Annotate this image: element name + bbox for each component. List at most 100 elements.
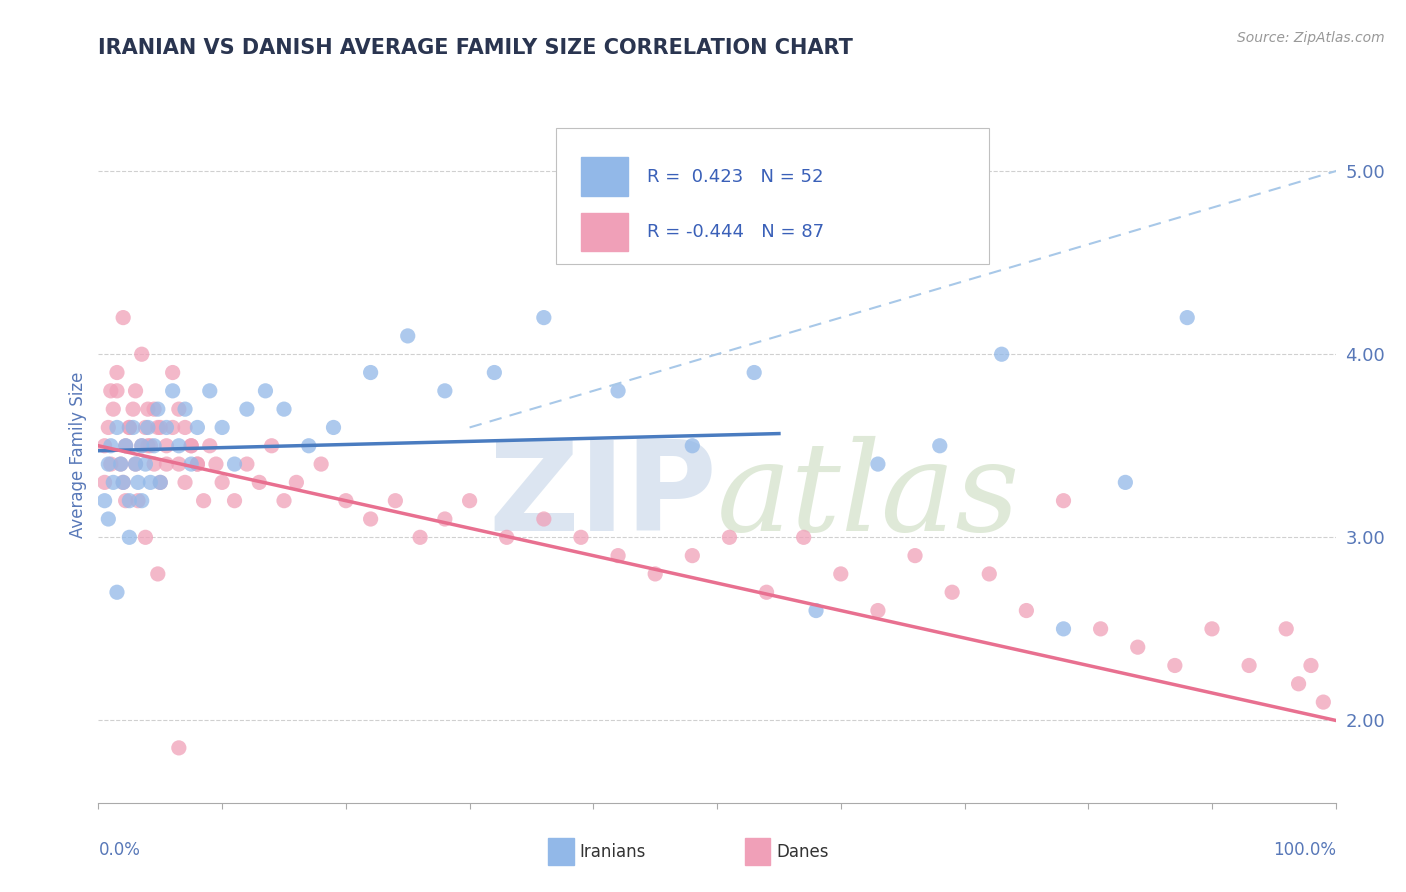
Point — [186, 457, 208, 471]
Point — [114, 439, 136, 453]
Point — [174, 420, 197, 434]
Point — [118, 420, 141, 434]
Point — [309, 457, 332, 471]
Point — [533, 310, 555, 325]
Point — [285, 475, 308, 490]
Point — [804, 603, 827, 617]
Point — [105, 585, 128, 599]
Point — [607, 384, 630, 398]
Point — [167, 457, 190, 471]
Point — [122, 402, 145, 417]
Point — [167, 439, 190, 453]
Point — [236, 402, 259, 417]
Point — [254, 384, 277, 398]
Point — [122, 420, 145, 434]
Point — [97, 420, 120, 434]
Point — [360, 366, 382, 380]
Point — [360, 512, 382, 526]
Point — [93, 493, 115, 508]
Point — [186, 420, 208, 434]
Point — [904, 549, 927, 563]
Point — [198, 439, 221, 453]
Point — [139, 475, 162, 490]
Point — [607, 549, 630, 563]
Y-axis label: Average Family Size: Average Family Size — [69, 372, 87, 538]
Point — [105, 366, 128, 380]
Point — [97, 512, 120, 526]
Point — [866, 457, 889, 471]
Point — [322, 420, 344, 434]
Point — [718, 530, 741, 544]
Point — [110, 457, 132, 471]
Point — [247, 475, 270, 490]
Text: 100.0%: 100.0% — [1272, 841, 1336, 859]
Text: atlas: atlas — [717, 436, 1021, 558]
Point — [1052, 493, 1074, 508]
Text: R =  0.423   N = 52: R = 0.423 N = 52 — [647, 168, 823, 186]
Point — [155, 420, 177, 434]
Point — [134, 457, 156, 471]
Point — [131, 439, 153, 453]
Point — [131, 493, 153, 508]
Point — [681, 549, 703, 563]
Point — [990, 347, 1012, 361]
Point — [162, 384, 184, 398]
Point — [114, 493, 136, 508]
Point — [143, 439, 166, 453]
Point — [335, 493, 357, 508]
Point — [484, 366, 506, 380]
Point — [124, 384, 146, 398]
Point — [167, 402, 190, 417]
Point — [174, 475, 197, 490]
Point — [100, 439, 122, 453]
Point — [180, 439, 202, 453]
Point — [273, 402, 295, 417]
Point — [1275, 622, 1298, 636]
Point — [273, 493, 295, 508]
Point — [149, 420, 172, 434]
Point — [211, 475, 233, 490]
Point — [118, 420, 141, 434]
Point — [112, 475, 135, 490]
Point — [131, 347, 153, 361]
Point — [136, 420, 159, 434]
Point — [260, 439, 283, 453]
Point — [224, 493, 246, 508]
Text: ZIP: ZIP — [488, 436, 717, 558]
Point — [495, 530, 517, 544]
Point — [928, 439, 950, 453]
Point — [124, 457, 146, 471]
Point — [118, 493, 141, 508]
Point — [1126, 640, 1149, 655]
Point — [114, 439, 136, 453]
Point — [149, 475, 172, 490]
Point — [146, 566, 169, 581]
Point — [139, 439, 162, 453]
Point — [180, 457, 202, 471]
Point — [1237, 658, 1260, 673]
Point — [103, 402, 125, 417]
Text: Danes: Danes — [776, 843, 828, 861]
Text: Iranians: Iranians — [579, 843, 645, 861]
Point — [979, 566, 1001, 581]
Point — [1052, 622, 1074, 636]
Point — [211, 420, 233, 434]
Point — [1164, 658, 1187, 673]
Point — [433, 384, 456, 398]
Point — [1201, 622, 1223, 636]
Point — [298, 439, 321, 453]
Point — [105, 420, 128, 434]
Point — [124, 457, 146, 471]
Point — [384, 493, 406, 508]
Point — [396, 329, 419, 343]
Point — [93, 439, 115, 453]
Point — [100, 384, 122, 398]
Point — [127, 475, 149, 490]
Point — [162, 366, 184, 380]
Point — [755, 585, 778, 599]
Point — [97, 457, 120, 471]
Text: Source: ZipAtlas.com: Source: ZipAtlas.com — [1237, 31, 1385, 45]
Point — [1288, 677, 1310, 691]
Point — [793, 530, 815, 544]
Point — [167, 740, 190, 755]
